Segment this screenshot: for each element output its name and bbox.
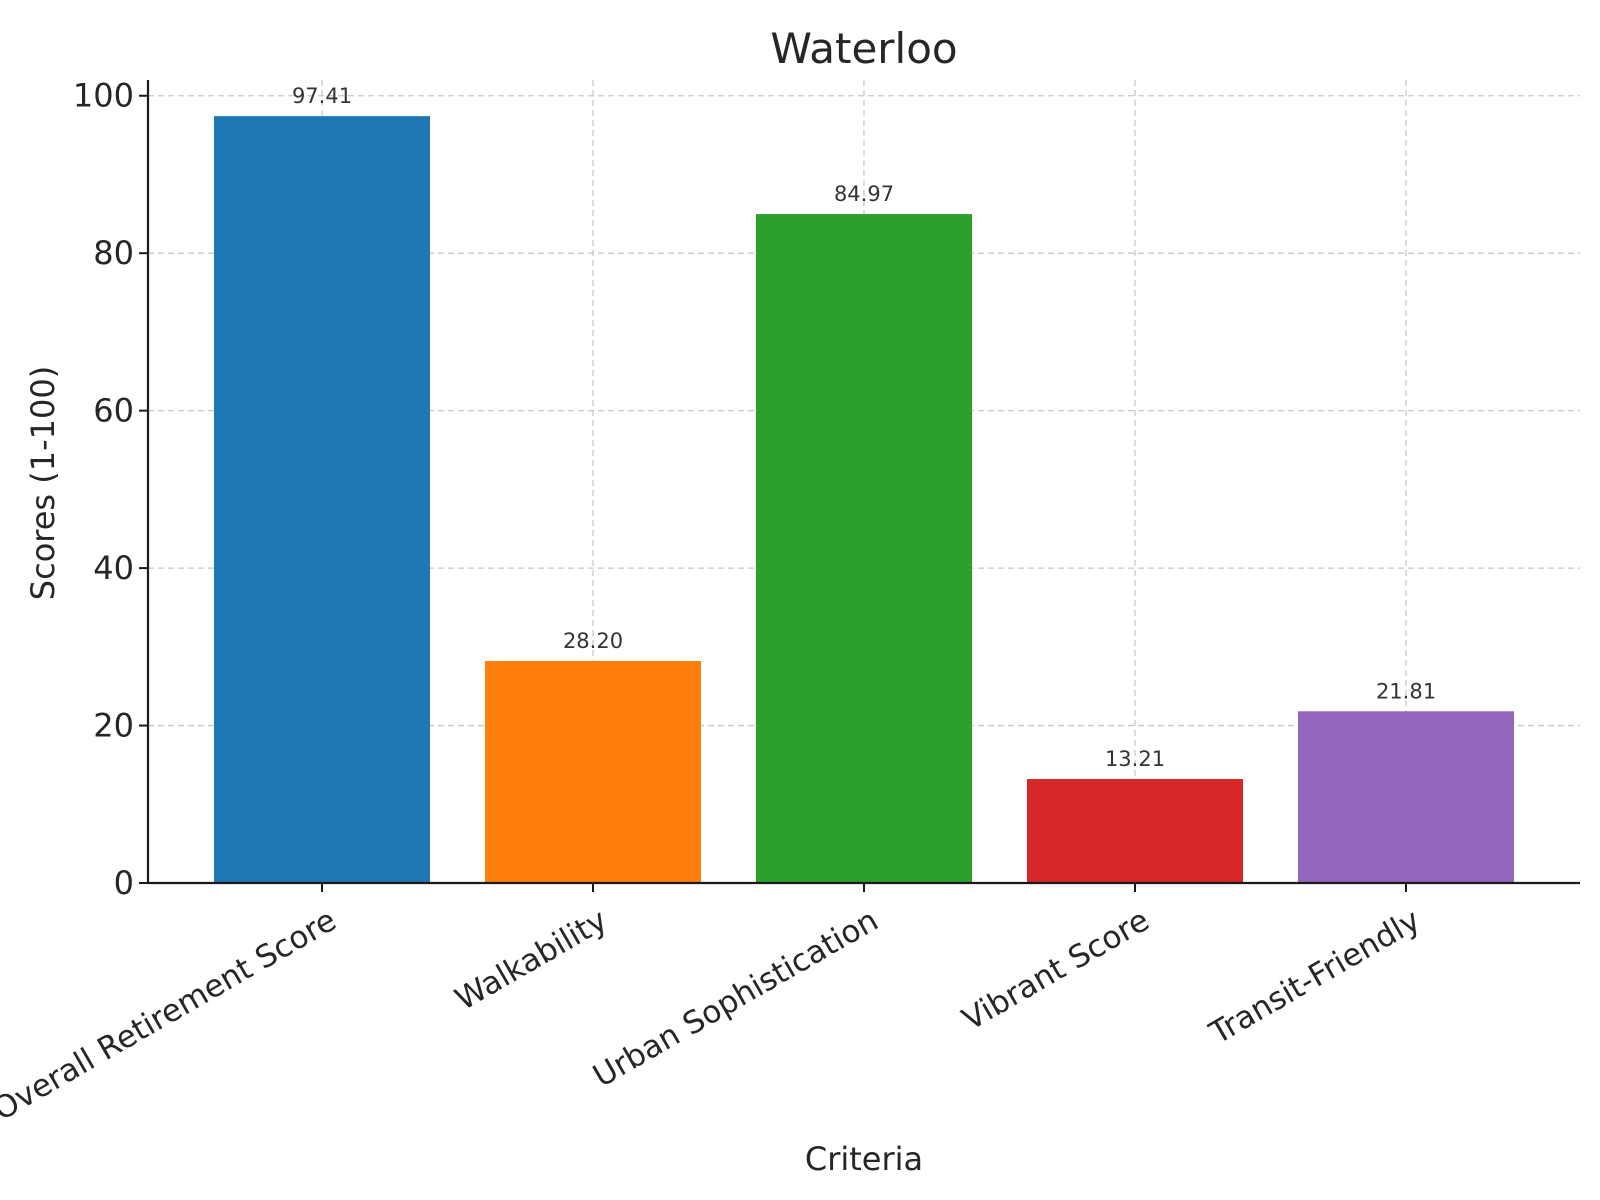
x-tick-label-1: Walkability xyxy=(449,902,613,1018)
x-tick-label-group-0: Overall Retirement Score xyxy=(0,902,342,1128)
x-tick-label-0: Overall Retirement Score xyxy=(0,902,342,1128)
x-tick-label-group-2: Urban Sophistication xyxy=(587,902,884,1094)
x-tick-label-2: Urban Sophistication xyxy=(587,902,884,1094)
x-tick-label-3: Vibrant Score xyxy=(956,902,1155,1038)
bar-3 xyxy=(1027,779,1243,883)
y-tick-label-2: 40 xyxy=(93,549,134,587)
bar-0 xyxy=(214,116,430,883)
axes-layer xyxy=(139,80,1580,892)
value-label-2: 84.97 xyxy=(834,182,894,206)
value-label-0: 97.41 xyxy=(292,84,352,108)
value-label-1: 28.20 xyxy=(563,629,623,653)
x-tick-label-group-4: Transit-Friendly xyxy=(1203,902,1426,1052)
value-label-3: 13.21 xyxy=(1105,747,1165,771)
y-tick-label-3: 60 xyxy=(93,392,134,430)
bar-1 xyxy=(485,660,701,883)
bar-layer xyxy=(214,116,1514,883)
x-tick-label-4: Transit-Friendly xyxy=(1203,902,1426,1052)
x-axis-label: Criteria xyxy=(805,1140,923,1178)
x-tick-label-group-1: Walkability xyxy=(449,902,613,1018)
value-label-4: 21.81 xyxy=(1376,679,1436,703)
y-axis-label: Scores (1-100) xyxy=(24,366,62,600)
y-tick-label-0: 0 xyxy=(114,864,134,902)
bar-4 xyxy=(1298,711,1514,883)
bar-2 xyxy=(756,214,972,883)
y-tick-label-1: 20 xyxy=(93,707,134,745)
y-tick-label-5: 100 xyxy=(73,77,134,115)
chart-title: Waterloo xyxy=(770,24,957,73)
y-tick-label-4: 80 xyxy=(93,234,134,272)
x-tick-label-group-3: Vibrant Score xyxy=(956,902,1155,1038)
